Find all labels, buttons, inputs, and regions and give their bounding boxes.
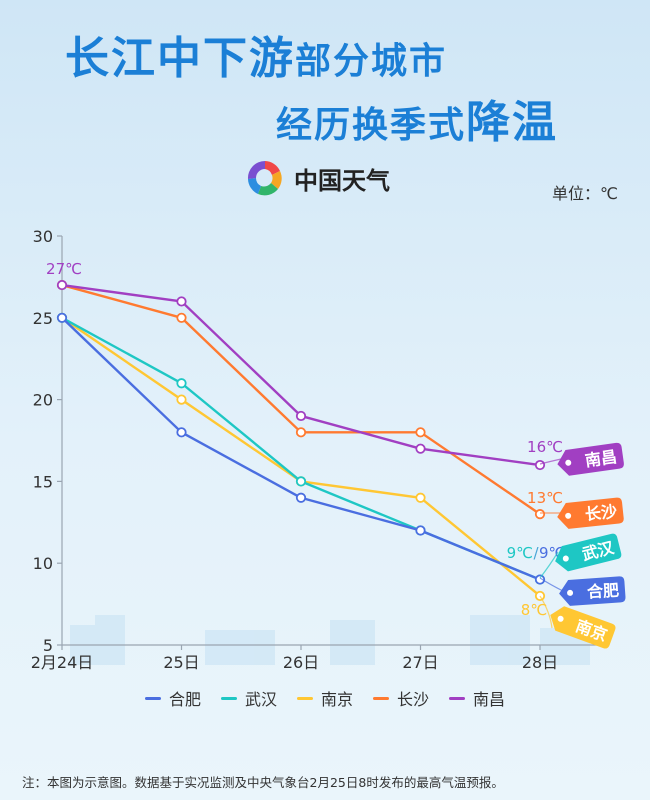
data-point-nanchang [295, 410, 307, 422]
data-point-hefei [295, 492, 307, 503]
legend-item-nanchang: 南昌 [449, 686, 505, 710]
end-value-label-wuhan: 9℃ [507, 544, 533, 562]
china-weather-logo-icon [247, 160, 282, 196]
x-tick-label: 2月24日 [31, 653, 94, 672]
city-tag-connector [539, 577, 564, 592]
title-line-1-small: 部分城市 [295, 41, 448, 82]
legend-label: 长沙 [397, 690, 430, 709]
city-tag-changsha: 长沙 [557, 497, 624, 529]
city-tag-shape [557, 442, 624, 476]
x-tick-label: 26日 [283, 653, 319, 672]
x-tick-label: 27日 [402, 653, 438, 672]
city-tag-hole [562, 555, 569, 562]
title-line-1-big: 长江中下游 [65, 33, 295, 84]
skyline-decoration [70, 615, 590, 665]
data-point-changsha [415, 427, 426, 438]
data-point-hefei [56, 312, 68, 323]
legend-swatch [373, 696, 389, 700]
logo-text: 中国天气 [294, 166, 390, 195]
series-line-nanchang [61, 283, 541, 467]
legend-label: 南昌 [473, 690, 506, 709]
city-tag-wuhan: 武汉 [555, 533, 622, 572]
line-chart: 5 10 15 20 25 30 2月24日 25日 26日 27日 28日 27℃ 16℃ 13℃ 8… [31, 227, 626, 672]
data-point-changsha [176, 312, 187, 323]
legend-label: 武汉 [244, 690, 277, 709]
city-tag-hefei: 合肥 [559, 576, 626, 606]
city-tag-shape [550, 606, 616, 649]
legend-item-wuhan: 武汉 [220, 686, 277, 710]
y-tick-label: 5 [43, 636, 53, 655]
data-point-changsha [534, 509, 546, 520]
legend-swatch [296, 696, 313, 700]
data-point-hefei [176, 427, 187, 438]
x-tick-label: 28日 [522, 653, 558, 672]
title-line-2-small: 经历换季式 [276, 105, 467, 146]
title-line-2: 经历换季式降温 [276, 86, 559, 148]
data-point-nanchang [56, 279, 68, 291]
start-value-label: 27℃ [46, 260, 82, 278]
city-tag-hole [565, 512, 572, 519]
title-line-1: 长江中下游部分城市 [65, 22, 448, 84]
end-value-label-nanchang: 16℃ [527, 438, 563, 456]
y-tick-label: 30 [33, 227, 53, 246]
data-point-nanchang [415, 443, 426, 454]
unit-label: 单位：℃ [552, 184, 618, 203]
legend-swatch [144, 696, 161, 700]
data-point-nanchang [176, 296, 187, 307]
city-tag-shape [555, 533, 622, 572]
city-tag-connector [539, 595, 553, 629]
title-line-2-big: 降温 [466, 97, 559, 148]
data-point-hefei [415, 525, 426, 536]
city-tag-connector [539, 458, 562, 465]
data-point-wuhan [176, 378, 187, 389]
legend-label: 合肥 [168, 690, 201, 709]
data-point-changsha [295, 427, 307, 438]
city-tag-nanchang: 南昌 [557, 442, 624, 476]
logo: 中国天气 [244, 156, 390, 200]
end-value-label-changsha: 13℃ [527, 489, 563, 507]
data-point-hefei [534, 574, 546, 585]
legend-swatch [220, 696, 237, 700]
data-point-nanjing [534, 590, 546, 602]
legend-swatch [449, 696, 466, 700]
legend-item-hefei: 合肥 [144, 686, 201, 710]
y-tick-label: 25 [33, 309, 53, 328]
city-tag-label: 南昌 [584, 447, 618, 470]
y-tick-label: 15 [33, 472, 53, 491]
x-tick-label: 25日 [163, 653, 199, 672]
y-tick-label: 10 [33, 554, 53, 573]
data-point-nanjing [415, 492, 426, 503]
city-tag-shape [557, 497, 624, 529]
city-tag-hole [567, 589, 574, 596]
city-tag-connector [539, 551, 559, 579]
legend-label: 南京 [320, 690, 353, 709]
city-tag-label: 合肥 [586, 580, 619, 601]
series-line-wuhan [61, 316, 541, 581]
legend-item-nanjing: 南京 [296, 686, 353, 710]
city-tag-hole [565, 459, 572, 466]
footnote: 注：本图为示意图。数据基于实况监测及中央气象台2月25日8时发布的最高气温预报。 [22, 775, 504, 790]
end-value-label-nanjing: 8℃ [521, 601, 547, 619]
city-tag-shape [559, 576, 626, 606]
end-value-label-separator: / [533, 544, 539, 562]
city-tag-label: 长沙 [584, 502, 618, 524]
y-tick-label: 20 [33, 391, 53, 410]
legend-item-changsha: 长沙 [373, 686, 429, 710]
legend: 合肥 武汉 南京 长沙 南昌 [0, 686, 650, 710]
city-tag-hole [557, 615, 564, 622]
series-line-nanjing [61, 316, 541, 597]
data-point-nanchang [534, 459, 546, 471]
data-point-nanjing [176, 394, 187, 405]
data-point-wuhan [295, 476, 307, 487]
